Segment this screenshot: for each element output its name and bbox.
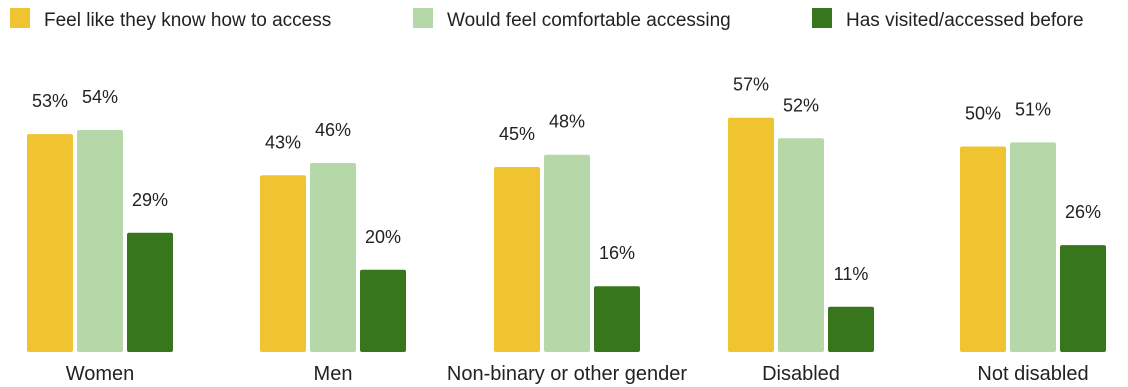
category-label-men: Men bbox=[314, 363, 353, 385]
bar-men-has-visited-accessed-before bbox=[360, 269, 406, 352]
data-label-non-binary-or-other-gender-would-feel-comfortable-accessing: 48% bbox=[549, 112, 585, 132]
bar-not-disabled-would-feel-comfortable-accessing bbox=[1010, 142, 1056, 352]
bar-women-would-feel-comfortable-accessing bbox=[77, 130, 123, 352]
bar-groups: 53% 54%29%43%46%20%45%48%16%57%52%11%50% 5… bbox=[27, 75, 1106, 352]
data-label-disabled-has-visited-accessed-before: 11% bbox=[834, 264, 869, 284]
bar-men-would-feel-comfortable-accessing bbox=[310, 162, 356, 352]
bar-non-binary-or-other-gender-feel-like-they-know-how-to-access bbox=[494, 167, 540, 352]
data-label-disabled-would-feel-comfortable-accessing: 52% bbox=[783, 95, 819, 115]
bar-men-feel-like-they-know-how-to-access bbox=[260, 175, 306, 352]
bar-group-not-disabled: 50% 51% 26% bbox=[960, 99, 1106, 352]
bar-disabled-would-feel-comfortable-accessing bbox=[778, 138, 824, 352]
category-label-women: Women bbox=[66, 363, 135, 385]
bar-not-disabled-feel-like-they-know-how-to-access bbox=[960, 146, 1006, 352]
category-label-non-binary-or-other-gender: Non-binary or other gender bbox=[447, 363, 687, 385]
data-label-men-has-visited-accessed-before: 20% bbox=[365, 227, 401, 247]
data-label-not-disabled-would-feel-comfortable-accessing: 51% bbox=[1015, 99, 1051, 119]
legend-swatch-feel-like-they-know-how-to-access bbox=[10, 8, 30, 28]
data-label-women-has-visited-accessed-before: 29% bbox=[132, 190, 168, 210]
data-label-women-would-feel-comfortable-accessing: 54% bbox=[82, 87, 118, 107]
chart-legend: Feel like they know how to access Would f… bbox=[10, 8, 1084, 31]
data-label-women-feel-like-they-know-how-to-access: 53% bbox=[32, 91, 68, 111]
bar-disabled-has-visited-accessed-before bbox=[828, 306, 874, 352]
legend-swatch-has-visited-accessed-before bbox=[812, 8, 832, 28]
legend-label-has-visited-accessed-before: Has visited/accessed before bbox=[846, 10, 1084, 31]
category-label-not-disabled: Not disabled bbox=[977, 363, 1088, 385]
category-label-disabled: Disabled bbox=[762, 363, 840, 385]
bar-group-women: 53% 54% 29% bbox=[27, 87, 173, 352]
bar-disabled-feel-like-they-know-how-to-access bbox=[728, 117, 774, 352]
bar-not-disabled-has-visited-accessed-before bbox=[1060, 245, 1106, 352]
data-label-non-binary-or-other-gender-feel-like-they-know-how-to-access: 45% bbox=[499, 124, 535, 144]
bar-women-has-visited-accessed-before bbox=[127, 232, 173, 352]
data-label-disabled-feel-like-they-know-how-to-access: 57% bbox=[733, 75, 769, 95]
legend-swatch-would-feel-comfortable-accessing bbox=[413, 8, 433, 28]
data-label-non-binary-or-other-gender-has-visited-accessed-before: 16% bbox=[599, 243, 635, 263]
bar-non-binary-or-other-gender-has-visited-accessed-before bbox=[594, 286, 640, 352]
bar-group-non-binary-or-other-gender: 45% 48% 16% bbox=[494, 112, 640, 352]
bar-group-disabled: 57% 52% 11% bbox=[728, 75, 874, 352]
bar-non-binary-or-other-gender-would-feel-comfortable-accessing bbox=[544, 154, 590, 352]
data-label-not-disabled-has-visited-accessed-before: 26% bbox=[1065, 202, 1101, 222]
data-label-not-disabled-feel-like-they-know-how-to-access: 50% bbox=[965, 104, 1001, 124]
category-axis-labels: Women Men Non-binary or other gender Disabl… bbox=[66, 363, 1089, 385]
data-label-men-would-feel-comfortable-accessing: 46% bbox=[315, 120, 351, 140]
legend-label-would-feel-comfortable-accessing: Would feel comfortable accessing bbox=[447, 10, 731, 31]
data-label-men-feel-like-they-know-how-to-access: 43% bbox=[265, 132, 301, 152]
bar-group-men: 43% 46% 20% bbox=[260, 120, 406, 352]
bar-women-feel-like-they-know-how-to-access bbox=[27, 134, 73, 352]
legend-label-feel-like-they-know-how-to-access: Feel like they know how to access bbox=[44, 10, 331, 31]
